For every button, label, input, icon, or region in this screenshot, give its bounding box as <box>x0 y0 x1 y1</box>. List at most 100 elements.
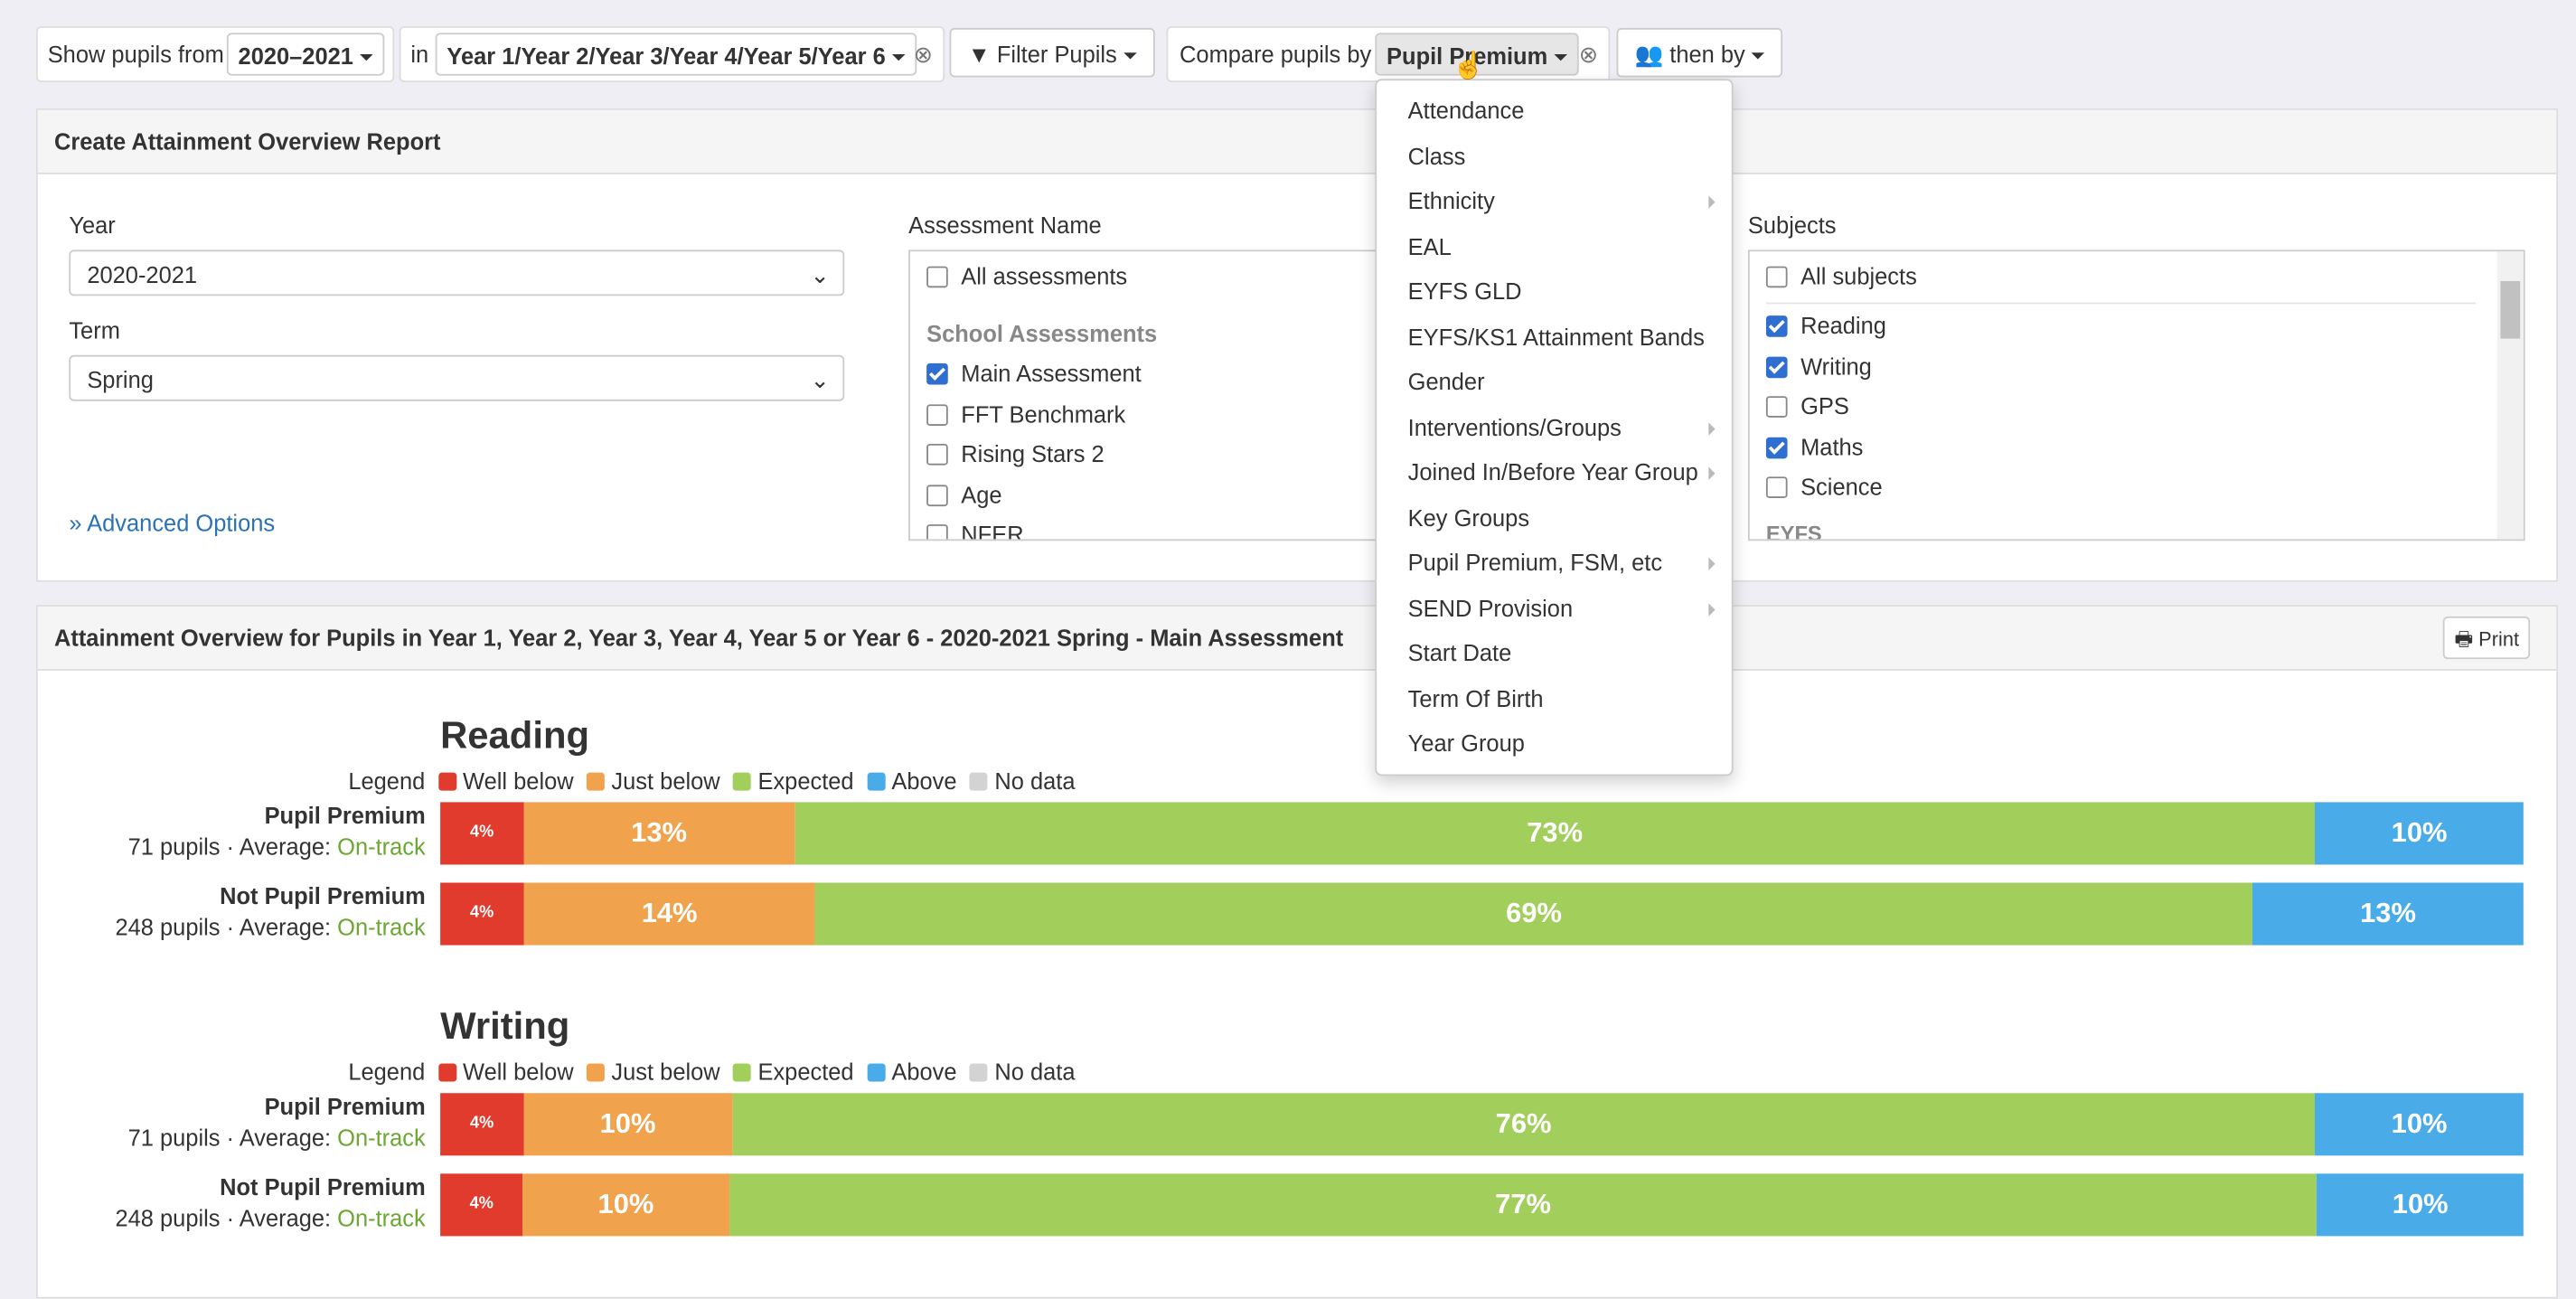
legend-text: No data <box>994 1059 1076 1086</box>
value: 2020–2021 <box>238 42 353 70</box>
then-by-button[interactable]: 👥 then by <box>1616 27 1783 78</box>
checkbox-item[interactable]: GPS <box>1765 393 1849 419</box>
submenu-arrow <box>1708 421 1716 435</box>
average: On-track <box>337 1124 426 1151</box>
menu-item[interactable]: Class <box>1408 134 1719 178</box>
bar-segment: 10% <box>523 1093 732 1156</box>
group-stats: 71 pupils · Average: On-track <box>38 832 426 863</box>
legend-label: Legend <box>348 1059 426 1086</box>
menu-item[interactable]: Ethnicity <box>1408 179 1719 223</box>
subject-title: Writing <box>440 1004 570 1048</box>
label: All assessments <box>961 262 1128 290</box>
years-select[interactable]: Year 1/Year 2/Year 3/Year 4/Year 5/Year … <box>435 33 917 76</box>
legend-label: Legend <box>348 767 426 795</box>
average: On-track <box>337 833 426 861</box>
subject-list: All subjects EYFS Reading Writing GPS Maths… <box>1747 249 2525 541</box>
menu-item[interactable]: Year Group <box>1408 721 1719 766</box>
value-label: 4% <box>470 824 494 842</box>
pupil-count: 248 pupils · Average: <box>115 914 332 941</box>
assessment-list: All assessments School Assessments Main … <box>908 249 1406 541</box>
bar-segment: 10% <box>522 1173 729 1237</box>
menu-item[interactable]: EYFS GLD <box>1408 269 1719 314</box>
value: 2020-2021 <box>87 261 198 288</box>
label: Interventions/Groups <box>1407 413 1622 440</box>
menu-item[interactable]: Interventions/Groups <box>1408 405 1719 449</box>
subject-block: Reading Legend Well below Just below Expecte… <box>38 705 2556 996</box>
legend-swatch <box>970 1062 989 1081</box>
label: NFER <box>961 521 1024 541</box>
clear[interactable]: ⊗ <box>1578 41 1599 68</box>
menu-item[interactable]: Gender <box>1408 360 1719 404</box>
checkbox <box>1765 396 1788 418</box>
checkbox-item[interactable]: Rising Stars 2 <box>926 440 1105 466</box>
label: Compare pupils by <box>1180 41 1372 68</box>
average: On-track <box>337 914 426 941</box>
legend-swatch <box>437 771 456 790</box>
bar-segment: 10% <box>2315 802 2524 865</box>
legend-swatch <box>867 771 886 790</box>
label: Year Group <box>1407 730 1525 757</box>
advanced-link[interactable]: » Advanced Options <box>69 509 276 536</box>
year-select[interactable]: 2020–2021 <box>226 33 385 76</box>
menu-item[interactable]: EAL <box>1408 224 1719 268</box>
group-name: Not Pupil Premium <box>220 882 426 909</box>
checkbox-item[interactable]: Maths <box>1765 433 1863 459</box>
all-subjects[interactable]: All subjects <box>1765 262 1917 290</box>
bar-segment: 14% <box>523 882 815 946</box>
menu-item[interactable]: Start Date <box>1408 631 1719 675</box>
label: FFT Benchmark <box>961 400 1126 427</box>
label: Joined In/Before Year Group <box>1407 458 1698 485</box>
checkbox-item[interactable]: Reading <box>1765 312 1886 339</box>
label: Main Assessment <box>961 360 1142 387</box>
menu-item[interactable]: Attendance <box>1408 89 1719 133</box>
menu-item[interactable]: Term Of Birth <box>1408 676 1719 720</box>
submenu-arrow <box>1708 195 1716 209</box>
checkbox-item[interactable]: Science <box>1765 473 1883 500</box>
legend-swatch <box>970 771 989 790</box>
clear[interactable]: ⊗ <box>913 41 933 68</box>
label: Year <box>69 212 116 239</box>
menu-item[interactable]: Key Groups <box>1408 495 1719 540</box>
legend-text: Well below <box>463 767 574 795</box>
value-label: 77% <box>1495 1188 1552 1220</box>
all-assessments[interactable]: All assessments <box>926 263 1127 289</box>
scrollbar[interactable] <box>2496 251 2524 540</box>
label: Age <box>961 480 1002 507</box>
label: Science <box>1800 473 1883 500</box>
pupil-count: 248 pupils · Average: <box>115 1204 332 1231</box>
term-select[interactable]: Spring ⌄ <box>69 354 845 401</box>
legend-swatch <box>733 771 752 790</box>
panel-title: Create Attainment Overview Report <box>37 109 2557 174</box>
menu-item[interactable]: SEND Provision <box>1408 586 1719 630</box>
checkbox-item[interactable]: NFER <box>926 521 1024 541</box>
legend-text: Above <box>891 1059 957 1086</box>
menu-item[interactable]: Pupil Premium, FSM, etc <box>1408 541 1719 585</box>
checkbox-item[interactable]: Age <box>926 480 1002 507</box>
checkbox-item[interactable]: Writing <box>1765 353 1872 380</box>
checkbox <box>926 403 948 426</box>
label: Pupil Premium, FSM, etc <box>1407 549 1663 576</box>
label: Ethnicity <box>1407 187 1495 214</box>
menu-item[interactable]: Joined In/Before Year Group <box>1408 450 1719 494</box>
bar-segment: 10% <box>2315 1093 2524 1156</box>
legend-item: No data <box>970 1059 1076 1086</box>
menu-item[interactable]: EYFS/KS1 Attainment Bands <box>1408 315 1719 359</box>
value-label: 10% <box>599 1107 656 1140</box>
label: Print <box>2478 627 2520 652</box>
legend-item: Expected <box>733 767 854 794</box>
print-button[interactable]: 🖶 Print <box>2442 616 2531 660</box>
label: Subjects <box>1747 212 1837 239</box>
compare-select[interactable]: Pupil Premium <box>1375 33 1579 76</box>
value-label: 4% <box>470 904 494 923</box>
filter-button[interactable]: ▼ Filter Pupils <box>949 27 1155 78</box>
label: All subjects <box>1800 262 1917 290</box>
label: Term Of Birth <box>1407 684 1544 711</box>
label: Writing <box>1800 353 1872 380</box>
legend-swatch <box>867 1062 886 1081</box>
checkbox-item[interactable]: FFT Benchmark <box>926 400 1125 427</box>
bar-segment: 77% <box>729 1173 2317 1237</box>
checkbox-item[interactable]: Main Assessment <box>926 360 1142 386</box>
year-select[interactable]: 2020-2021 ⌄ <box>69 249 845 297</box>
subject-title: Reading <box>440 713 590 757</box>
group-label: School Assessments <box>926 320 1158 347</box>
